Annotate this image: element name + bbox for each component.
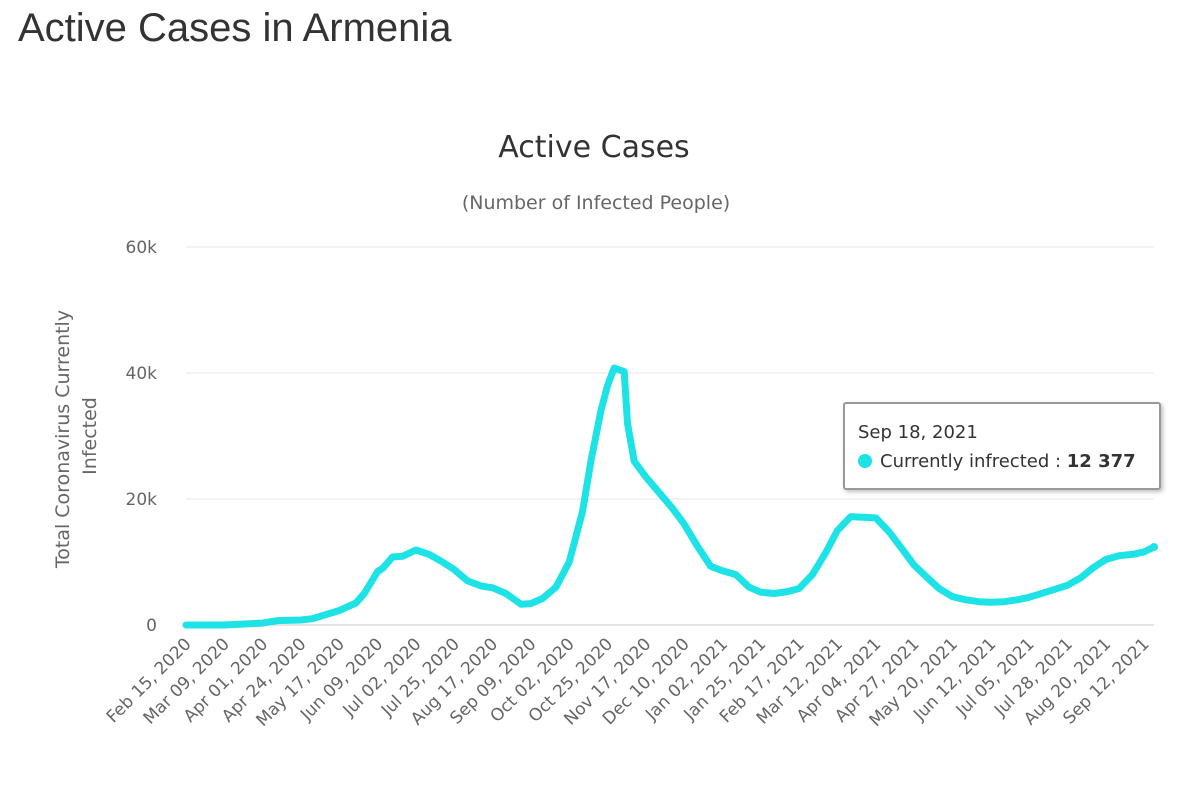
tooltip-series-label: Currently infrected [880,451,1050,472]
tooltip-date: Sep 18, 2021 [858,422,978,443]
tooltip-row: Currently infrected : 12 377 [858,451,1136,472]
series-marker-icon [858,454,872,468]
data-tooltip: Sep 18, 2021 Currently infrected : 12 37… [843,402,1161,490]
series-point [1150,543,1158,552]
y-axis-title-line-2: Infected [79,397,101,475]
y-tick-label: 60k [126,238,158,258]
chart-subtitle: (Number of Infected People) [462,192,730,214]
tooltip-separator: : [1049,451,1067,472]
y-tick-label: 20k [126,490,158,510]
chart-title: Active Cases [498,130,689,165]
y-axis-ticks: 0 20k 40k 60k [126,238,158,636]
y-tick-label: 40k [126,364,158,384]
y-axis-title: Total Coronavirus Currently Infected [52,304,101,569]
y-tick-label: 0 [146,616,157,636]
y-axis-title-line-1: Total Coronavirus Currently [52,310,74,569]
tooltip-value: 12 377 [1066,451,1136,472]
grid-lines [186,246,1154,626]
series-line [182,364,1158,629]
series-layer [182,364,1158,629]
page-heading: Active Cases in Armenia [18,6,452,50]
